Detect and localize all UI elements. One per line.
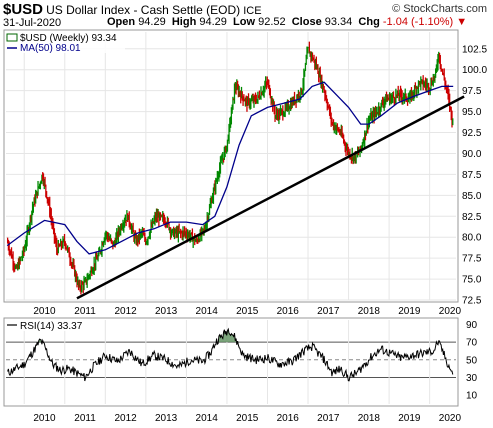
- price-legend: $USD (Weekly) 93.34: [20, 33, 117, 44]
- chg-value: -1.04 (-1.10%): [382, 16, 454, 28]
- price-x-tick-label: 2019: [398, 306, 421, 317]
- brand-watermark: © StockCharts.com: [392, 3, 487, 15]
- price-x-tick-label: 2015: [236, 306, 259, 317]
- price-x-tick-label: 2018: [358, 306, 381, 317]
- rsi-x-tick-label: 2012: [114, 413, 137, 424]
- price-panel-frame: [3, 29, 459, 303]
- price-y-tick-label: 77.5: [462, 254, 482, 265]
- rsi-x-tick-label: 2014: [196, 413, 219, 424]
- price-legend-swatch: [6, 33, 18, 42]
- rsi-y-tick-label: 10: [466, 391, 478, 402]
- price-y-tick-label: 100.0: [462, 65, 487, 76]
- price-y-tick-label: 95.0: [462, 107, 482, 118]
- symbol-description: US Dollar Index - Cash Settle (EOD): [46, 3, 241, 17]
- exchange: ICE: [243, 5, 262, 17]
- ohlc-readout: Open 94.29 High 94.29 Low 92.52 Close 93…: [107, 16, 467, 28]
- price-y-tick-label: 82.5: [462, 212, 482, 223]
- down-arrow-icon: ▼: [456, 16, 468, 28]
- chg-label: Chg: [358, 16, 380, 28]
- close-value: 93.34: [324, 16, 353, 28]
- rsi-y-axis: 90 70 50 30 10: [466, 320, 478, 402]
- quote-date: 31-Jul-2020: [3, 17, 62, 29]
- price-y-tick-label: 87.5: [462, 170, 482, 181]
- rsi-x-tick-label: 2011: [74, 413, 96, 424]
- high-value: 94.29: [199, 16, 227, 28]
- rsi-x-tick-label: 2010: [33, 413, 56, 424]
- rsi-y-tick-label: 70: [466, 338, 478, 349]
- price-x-tick-label: 2014: [196, 306, 219, 317]
- close-label: Close: [291, 16, 322, 28]
- symbol: $USD: [3, 1, 44, 18]
- rsi-x-tick-label: 2020: [439, 413, 462, 424]
- price-x-tick-label: 2016: [277, 306, 300, 317]
- rsi-y-tick-label: 50: [466, 355, 478, 366]
- price-y-tick-label: 80.0: [462, 233, 482, 244]
- price-y-tick-label: 92.5: [462, 128, 482, 139]
- open-value: 94.29: [138, 16, 166, 28]
- rsi-line: [7, 327, 454, 382]
- ma-legend: MA(50) 98.01: [20, 43, 81, 54]
- price-x-tick-label: 2011: [74, 306, 96, 317]
- low-label: Low: [233, 16, 256, 28]
- rsi-legend-box: [5, 319, 71, 331]
- price-x-axis: 2010 2011 2012 2013 2014 2015 2016 2017 2018 2019…: [33, 306, 461, 317]
- price-y-tick-label: 85.0: [462, 191, 482, 202]
- open-label: Open: [107, 16, 136, 28]
- rsi-panel-frame: [3, 317, 459, 407]
- rsi-grid: [6, 320, 456, 404]
- price-y-tick-label: 102.5: [462, 44, 487, 55]
- ma50-line: [6, 81, 454, 255]
- rsi-x-tick-label: 2017: [317, 413, 340, 424]
- price-y-axis: 102.5 100.0 97.5 95.0 92.5 90.0 87.5 85.0 82.5 80…: [462, 44, 487, 306]
- trend-line: [76, 95, 465, 300]
- price-bars: [6, 41, 454, 295]
- price-x-tick-label: 2010: [33, 306, 56, 317]
- rsi-legend: RSI(14) 33.37: [20, 321, 83, 332]
- high-label: High: [171, 16, 197, 28]
- price-x-tick-label: 2020: [439, 306, 462, 317]
- price-y-tick-label: 97.5: [462, 86, 482, 97]
- rsi-x-tick-label: 2013: [155, 413, 178, 424]
- rsi-y-tick-label: 90: [466, 320, 478, 331]
- price-y-tick-label: 75.0: [462, 275, 482, 286]
- rsi-x-axis: 2010 2011 2012 2013 2014 2015 2016 2017 2018 2019…: [33, 413, 461, 424]
- rsi-x-tick-label: 2015: [236, 413, 259, 424]
- price-x-tick-label: 2017: [317, 306, 340, 317]
- chart-title-line: $USD US Dollar Index - Cash Settle (EOD)…: [3, 1, 262, 18]
- rsi-y-tick-label: 30: [466, 373, 478, 384]
- rsi-x-tick-label: 2018: [358, 413, 381, 424]
- price-x-tick-label: 2012: [114, 306, 137, 317]
- price-y-tick-label: 90.0: [462, 149, 482, 160]
- rsi-x-tick-label: 2016: [277, 413, 300, 424]
- rsi-x-tick-label: 2019: [398, 413, 421, 424]
- price-y-tick-label: 72.5: [462, 296, 482, 307]
- price-x-tick-label: 2013: [155, 306, 178, 317]
- low-value: 92.52: [258, 16, 286, 28]
- legend-box: [5, 31, 125, 53]
